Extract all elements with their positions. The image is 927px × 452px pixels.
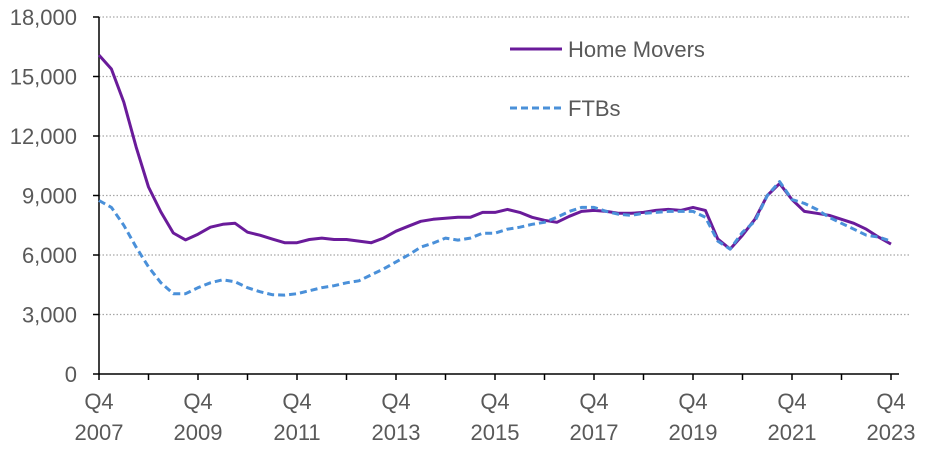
x-tick-label-year: 2007 [75,420,124,445]
gridlines [99,16,911,316]
y-tick-label: 6,000 [22,243,77,268]
x-tick-label-year: 2015 [471,420,520,445]
x-tick-label-year: 2013 [372,420,421,445]
x-tick-label-quarter: Q4 [480,389,509,414]
x-tick-label-year: 2023 [867,420,916,445]
x-tick-label-year: 2019 [669,420,718,445]
legend-label-home-movers: Home Movers [568,37,705,62]
x-tick-label-quarter: Q4 [579,389,608,414]
legend: Home Movers FTBs [510,37,705,121]
x-tick-label-year: 2011 [273,420,320,445]
y-tick-label: 12,000 [10,124,77,149]
x-tick-label-year: 2017 [570,420,619,445]
y-tick-label: 15,000 [10,65,77,90]
y-tick-label: 18,000 [10,5,77,30]
x-tick-label-year: 2009 [174,420,223,445]
series-line-home-movers [97,54,892,251]
y-tick-label: 0 [65,362,77,387]
x-tick-label-quarter: Q4 [678,389,707,414]
x-tick-label-quarter: Q4 [777,389,806,414]
x-tick-label-quarter: Q4 [876,389,905,414]
x-tick-label-quarter: Q4 [381,389,410,414]
x-axis: Q4 2007 Q4 2009 Q4 2011 Q4 2013 Q4 2015 Q4 2017 Q4 20… [75,373,916,445]
x-tick-label-year: 2021 [768,420,817,445]
series-lines [97,54,892,297]
x-tick-label-quarter: Q4 [84,389,113,414]
y-axis: 0 3,000 6,000 9,000 12,000 15,000 18,000 [10,5,100,387]
y-tick-label: 3,000 [22,303,77,328]
y-tick-label: 9,000 [22,184,77,209]
x-tick-label-quarter: Q4 [282,389,311,414]
legend-label-ftbs: FTBs [568,96,621,121]
x-tick-label-quarter: Q4 [183,389,212,414]
series-line-ftbs [98,180,892,297]
